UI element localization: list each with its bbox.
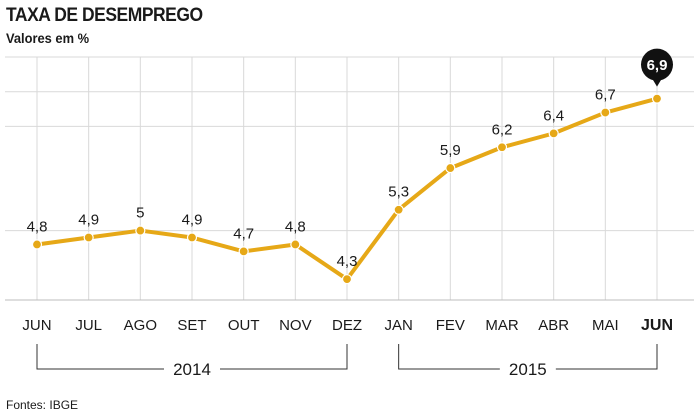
data-point [548,128,559,139]
data-point [496,142,508,153]
data-label: 6,4 [543,107,564,124]
data-label: 5,3 [388,184,409,201]
data-point [186,232,198,243]
data-label: 4,9 [182,212,203,229]
data-point [600,107,611,118]
x-tick-label: OUT [228,317,260,334]
data-point [31,239,43,250]
x-tick-label: JUL [75,317,102,334]
x-tick-label: SET [177,317,206,334]
year-label: 2015 [509,360,547,379]
data-point [135,225,146,236]
data-label: 4,8 [27,218,48,235]
year-label: 2014 [173,360,211,379]
source-note: Fontes: IBGE [6,398,79,412]
x-tick-label: FEV [436,317,465,334]
data-point [393,204,404,215]
year-bracket-left [36,344,164,370]
x-tick-label: DEZ [332,317,362,334]
data-label: 6,2 [492,121,513,138]
data-label: 6,7 [595,87,616,104]
highlight-badge [641,48,673,81]
data-label: 5,9 [440,142,461,159]
data-point [445,162,456,174]
data-label: 4,3 [337,253,358,270]
data-point [341,274,353,285]
x-tick-label: JAN [384,317,412,334]
x-tick-label: ABR [538,317,569,334]
x-tick-label: MAR [485,317,519,334]
x-tick-label: AGO [124,317,157,334]
data-label: 4,7 [233,225,254,242]
data-point [83,232,94,243]
year-bracket-right [555,344,658,370]
x-tick-label: MAI [592,317,619,334]
x-tick-label: JUN [641,317,673,334]
year-bracket-left [398,344,500,370]
data-label: 5 [136,205,144,222]
data-point [238,246,249,257]
x-tick-label: JUN [22,317,51,334]
chart-subtitle: Valores em % [6,30,90,46]
year-bracket-right [220,344,348,370]
data-point [651,93,663,104]
data-label-highlight: 6,9 [647,57,668,74]
data-label: 4,9 [78,212,99,229]
data-label: 4,8 [285,218,306,235]
chart-title: TAXA DE DESEMPREGO [6,5,203,26]
x-tick-label: NOV [279,317,312,334]
data-point [290,239,301,250]
line-chart: 4,8 4,9 5 4,9 4,7 4,8 4,3 5,3 5,9 6,2 6,4 6,7 6,9 JUN… [5,48,694,379]
